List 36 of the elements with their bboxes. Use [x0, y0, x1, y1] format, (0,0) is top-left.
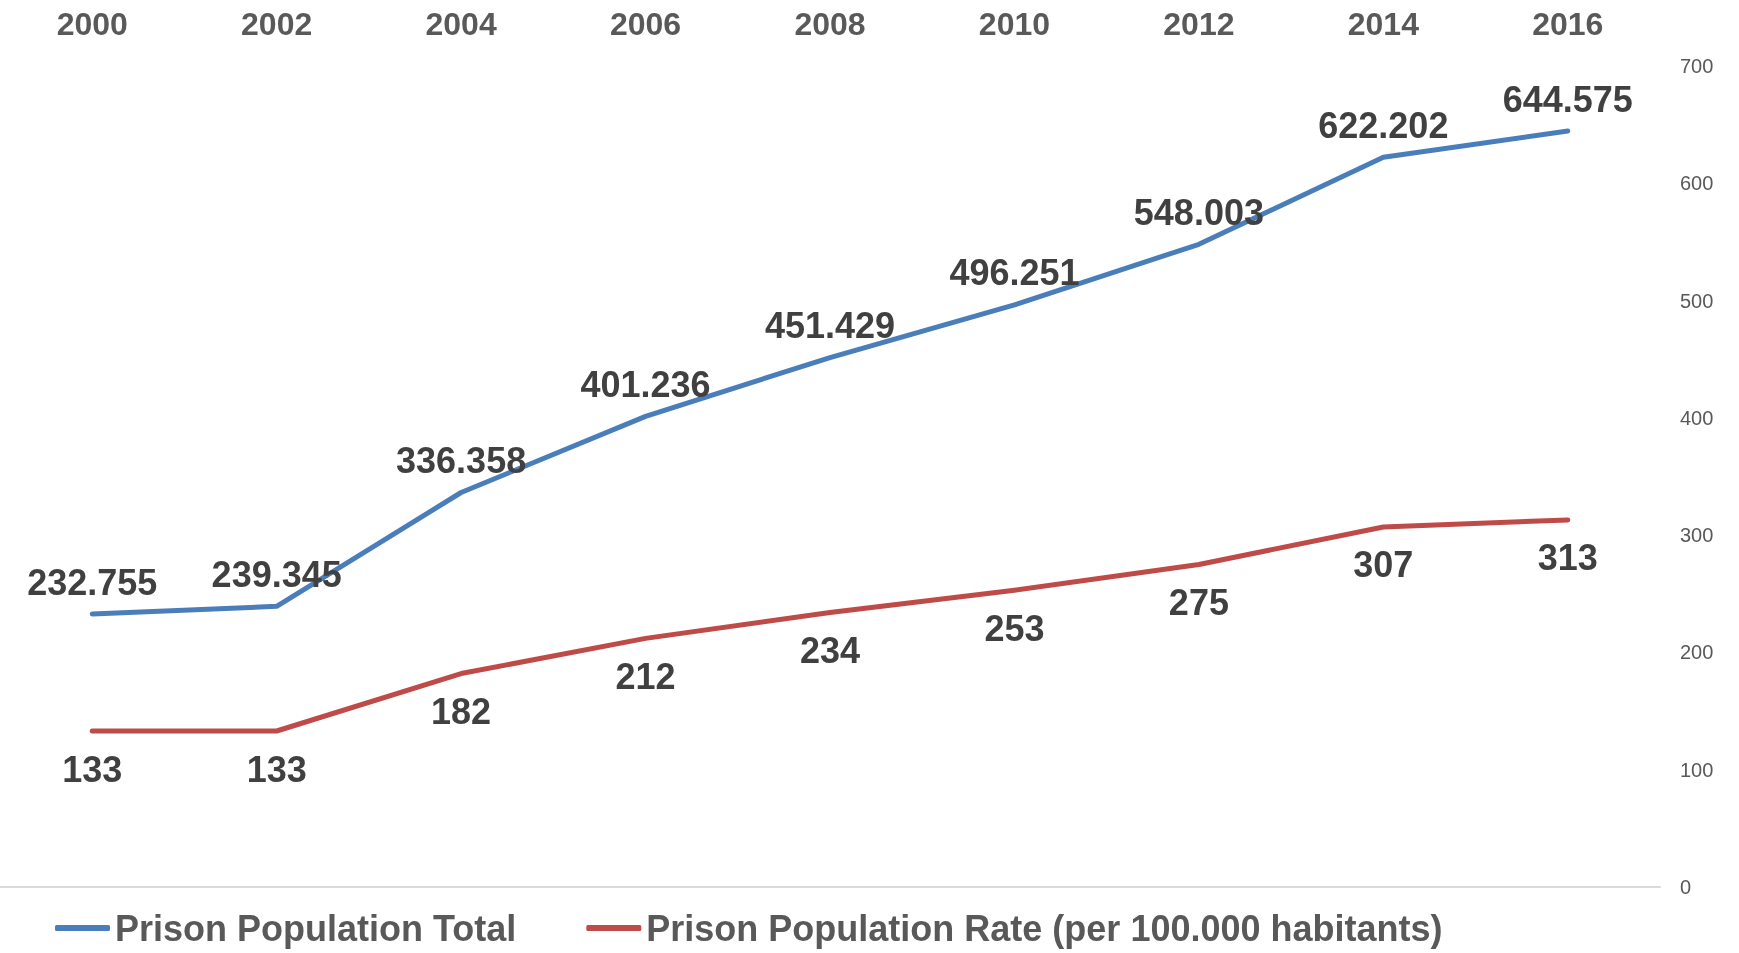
- data-label: 182: [431, 691, 492, 733]
- x-tick-label: 2012: [1163, 6, 1235, 42]
- x-tick-label: 2006: [609, 6, 682, 42]
- data-label: 133: [246, 748, 307, 790]
- x-tick-label: 2000: [56, 6, 128, 42]
- data-label: 253: [984, 607, 1045, 649]
- x-tick-label: 2008: [794, 6, 866, 42]
- y-tick-label: 200: [1680, 641, 1714, 664]
- x-tick-label: 2004: [425, 6, 497, 42]
- y-tick-label: 400: [1680, 406, 1714, 429]
- y-tick-label: 500: [1680, 289, 1714, 312]
- data-label: 401.236: [580, 363, 711, 405]
- x-tick-label: 2010: [978, 6, 1051, 42]
- data-label: 622.202: [1318, 104, 1449, 146]
- legend-label: Prison Population Total: [115, 907, 517, 949]
- y-tick-label: 0: [1680, 876, 1692, 898]
- data-label: 496.251: [949, 252, 1080, 294]
- y-tick-label: 600: [1680, 172, 1714, 195]
- x-tick-label: 2014: [1347, 6, 1420, 42]
- y-tick-label: 300: [1680, 524, 1714, 547]
- data-label: 232.755: [27, 561, 158, 603]
- y-tick-label: 700: [1680, 55, 1714, 77]
- data-label: 336.358: [396, 440, 527, 481]
- data-label: 133: [62, 748, 123, 790]
- data-label: 313: [1537, 537, 1598, 579]
- x-tick-label: 2016: [1532, 6, 1604, 42]
- x-tick-label: 2002: [241, 6, 313, 42]
- y-tick-label: 100: [1680, 758, 1714, 781]
- data-label: 275: [1168, 581, 1229, 623]
- data-label: 307: [1353, 544, 1414, 586]
- legend-label: Prison Population Rate (per 100.000 habitants): [646, 907, 1443, 949]
- data-label: 234: [799, 630, 861, 672]
- data-label: 212: [615, 655, 676, 697]
- data-label: 644.575: [1502, 78, 1633, 120]
- data-label: 548.003: [1133, 191, 1264, 233]
- data-label: 451.429: [764, 305, 896, 347]
